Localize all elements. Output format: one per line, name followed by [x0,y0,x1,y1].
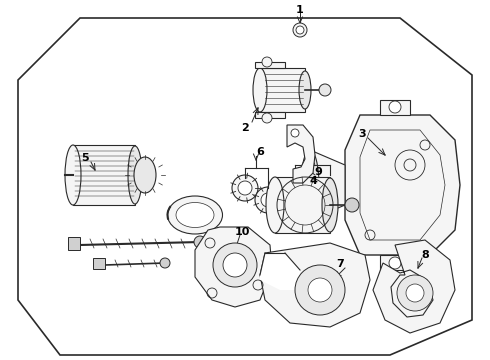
Polygon shape [68,237,80,250]
Circle shape [232,175,258,201]
Text: 3: 3 [358,129,366,139]
Polygon shape [18,18,472,355]
Text: 4: 4 [309,176,317,186]
Circle shape [255,187,281,213]
Polygon shape [287,125,315,183]
Circle shape [319,84,331,96]
Circle shape [238,181,252,195]
Polygon shape [380,100,410,115]
Circle shape [261,193,275,207]
Ellipse shape [322,178,338,232]
Polygon shape [255,62,285,68]
Circle shape [262,113,272,123]
Circle shape [397,275,433,311]
Polygon shape [345,115,460,255]
Circle shape [291,129,299,137]
Polygon shape [310,150,345,220]
Circle shape [296,26,304,34]
Circle shape [213,243,257,287]
Ellipse shape [299,71,311,109]
Polygon shape [260,253,300,290]
Text: 8: 8 [421,250,429,260]
Polygon shape [380,255,410,270]
Circle shape [160,258,170,268]
Text: 7: 7 [336,259,344,269]
Polygon shape [195,227,272,307]
Circle shape [345,198,359,212]
Circle shape [389,101,401,113]
Ellipse shape [128,146,142,204]
Polygon shape [373,240,455,333]
Ellipse shape [134,157,156,193]
Text: 10: 10 [234,227,250,237]
Circle shape [223,253,247,277]
Ellipse shape [168,196,222,234]
Text: 9: 9 [314,167,322,177]
Ellipse shape [301,150,319,220]
Polygon shape [260,243,370,327]
Ellipse shape [176,202,214,228]
Polygon shape [275,177,330,233]
Circle shape [293,23,307,37]
Text: 5: 5 [81,153,89,163]
Circle shape [295,265,345,315]
Polygon shape [260,68,305,112]
Text: 1: 1 [296,5,304,15]
Ellipse shape [266,177,284,233]
Circle shape [406,284,424,302]
Circle shape [262,57,272,67]
Text: 6: 6 [256,147,264,157]
Ellipse shape [253,68,267,112]
Circle shape [308,278,332,302]
Ellipse shape [65,145,81,205]
Circle shape [194,236,206,248]
Text: 2: 2 [241,123,249,133]
Polygon shape [93,258,105,269]
Polygon shape [255,112,285,118]
Polygon shape [73,145,135,205]
Circle shape [389,257,401,269]
